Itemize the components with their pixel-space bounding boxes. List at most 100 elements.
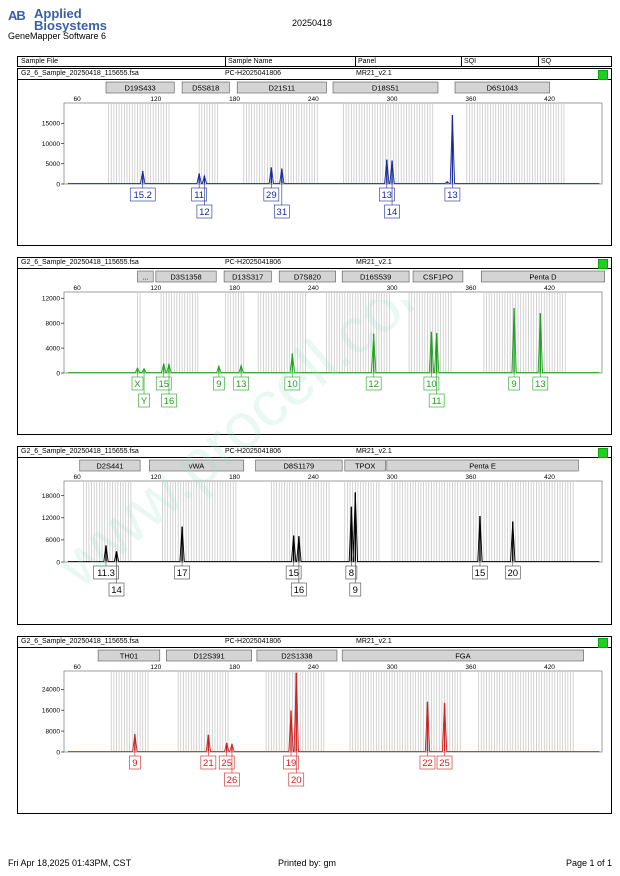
allele-call-label: 10: [287, 379, 298, 390]
x-tick-label: 300: [387, 96, 398, 103]
locus-marker: D7S820: [278, 270, 336, 283]
sample-name: PC-H2025041806: [225, 70, 282, 77]
allele-bin-group: [326, 292, 390, 373]
x-tick-label: 180: [229, 664, 240, 671]
locus-marker-box: [341, 649, 584, 662]
locus-marker-box: [181, 81, 230, 94]
allele-call-box: [444, 187, 461, 202]
column-sample-file: Sample File: [21, 58, 58, 65]
allele-call: 12: [365, 373, 382, 391]
y-tick-label: 12000: [42, 515, 60, 522]
allele-call-box: [288, 772, 305, 787]
locus-marker-label: D18S51: [372, 84, 399, 93]
signal-trace: [67, 672, 600, 753]
y-tick-label: 24000: [42, 687, 60, 694]
y-tick-label: 15000: [42, 121, 60, 128]
allele-bin-group: [137, 292, 141, 373]
allele-call-label: 15.2: [133, 190, 152, 201]
panel-header: G2_6_Sample_20250418_115655.fsa PC-H20250…: [18, 447, 611, 458]
allele-call: 9: [508, 373, 520, 391]
column-header-row: Sample File Sample Name Panel SQI SQ: [17, 56, 612, 67]
watermark-text: www.procell.com.cn: [60, 300, 522, 600]
locus-marker-label: D13S317: [232, 273, 263, 282]
allele-bin-group: [110, 671, 149, 752]
locus-marker: vWA: [148, 459, 245, 472]
locus-marker-box: [166, 649, 252, 662]
locus-marker-box: [332, 81, 439, 94]
x-tick-label: 360: [465, 96, 476, 103]
allele-call-label: 11.3: [97, 568, 115, 579]
x-tick-label: 180: [229, 285, 240, 292]
locus-marker-label: FGA: [455, 652, 470, 661]
allele-call: 9: [213, 373, 225, 391]
company-logo: AB Applied Biosystems: [8, 6, 116, 33]
allele-bin-group: [83, 481, 132, 562]
allele-call-box: [532, 376, 549, 391]
allele-bin-group: [162, 481, 237, 562]
allele-call: 9: [129, 752, 141, 770]
allele-call-label: 17: [177, 568, 188, 579]
panel-name: MR21_v2.1: [356, 638, 392, 645]
allele-call: 12: [196, 184, 213, 219]
allele-call: 13: [444, 184, 461, 202]
allele-bin-group: [198, 103, 218, 184]
allele-call-box: [508, 376, 520, 391]
allele-call-box: [291, 582, 307, 597]
allele-call-label: 13: [382, 190, 393, 201]
locus-marker: D8S1179: [255, 459, 343, 472]
allele-call-label: 13: [236, 379, 247, 390]
locus-marker-label: D2S441: [96, 462, 123, 471]
allele-call-label: 14: [111, 585, 122, 596]
sizing-quality-indicator: [598, 259, 608, 269]
run-date: 20250418: [292, 18, 333, 28]
allele-call-box: [263, 187, 280, 202]
sizing-quality-indicator: [598, 448, 608, 458]
allele-bin-group: [349, 671, 461, 752]
allele-call-label: 13: [535, 379, 546, 390]
allele-call-label: 9: [132, 758, 137, 769]
allele-bin-group: [160, 292, 199, 373]
allele-call-box: [283, 755, 299, 770]
locus-marker: D18S51: [332, 81, 439, 94]
signal-trace: [67, 308, 600, 374]
allele-call-box: [504, 565, 521, 580]
allele-call-box: [196, 204, 213, 219]
column-panel: Panel: [358, 58, 376, 65]
allele-call: 15: [285, 562, 302, 580]
plot-frame: [63, 102, 603, 185]
allele-call-box: [285, 565, 302, 580]
allele-call-label: 26: [227, 775, 238, 786]
allele-call: 9: [349, 562, 362, 597]
locus-marker-label: D5S818: [192, 84, 219, 93]
panel-header: G2_6_Sample_20250418_115655.fsa PC-H20250…: [18, 637, 611, 648]
allele-call-label: 20: [507, 568, 518, 579]
allele-call-box: [284, 376, 301, 391]
y-tick-label: 16000: [42, 707, 60, 714]
x-tick-label: 300: [387, 664, 398, 671]
allele-call-label: 12: [368, 379, 379, 390]
allele-call-box: [108, 582, 125, 597]
locus-marker-label: Penta E: [469, 462, 496, 471]
allele-bin-group: [265, 671, 325, 752]
allele-call-label: 19: [286, 758, 297, 769]
x-tick-label: 60: [74, 664, 82, 671]
sample-file-name: G2_6_Sample_20250418_115655.fsa: [21, 70, 139, 77]
locus-marker-label: D19S433: [124, 84, 155, 93]
y-tick-label: 12000: [42, 296, 60, 303]
locus-marker-box: [480, 270, 605, 283]
locus-marker: D2S441: [79, 459, 141, 472]
allele-call-box: [200, 755, 217, 770]
print-timestamp: Fri Apr 18,2025 01:43PM, CST: [8, 858, 132, 868]
electropherogram-chart: ... D3S1358 D13S317 D7S820 D16S539 CSF1PO Pent…: [42, 270, 605, 408]
column-sample-name: Sample Name: [228, 58, 273, 65]
x-tick-label: 180: [229, 474, 240, 481]
x-tick-label: 240: [308, 664, 319, 671]
allele-call: 10: [284, 373, 301, 391]
allele-call-label: 22: [422, 758, 433, 769]
x-tick-label: 60: [74, 96, 82, 103]
x-tick-label: 120: [150, 474, 161, 481]
allele-call-box: [378, 187, 395, 202]
allele-call: 29: [263, 184, 280, 202]
y-tick-label: 5000: [46, 161, 61, 168]
